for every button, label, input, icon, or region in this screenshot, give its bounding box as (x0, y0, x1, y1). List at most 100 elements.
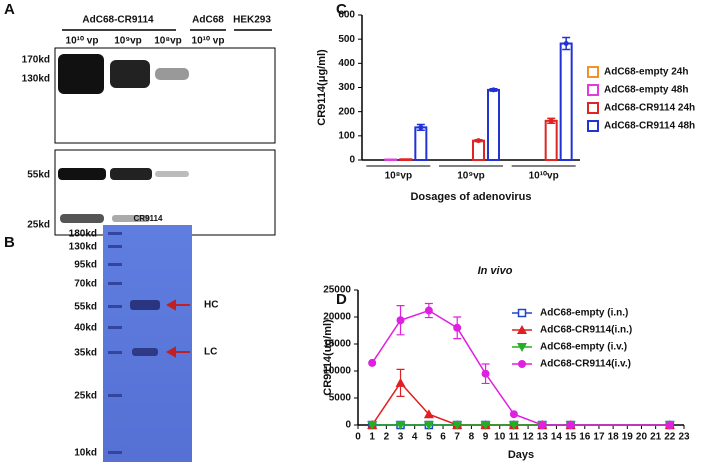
legend-swatch (587, 120, 599, 132)
x-tick-label: 23 (678, 432, 690, 443)
line (371, 381, 670, 426)
y-tick-label: 5000 (329, 393, 352, 404)
x-tick-label: 7 (454, 432, 460, 443)
marker (423, 421, 434, 430)
arrow (165, 346, 190, 358)
x-tick-label: 13 (537, 432, 549, 443)
marker-label: 55kd (27, 170, 50, 181)
x-tick-label: 21 (650, 432, 662, 443)
legend-label: AdC68-CR9114 48h (604, 121, 695, 132)
panel-label: B (4, 234, 15, 251)
bar (399, 158, 413, 161)
y-tick-label: 100 (338, 130, 355, 141)
y-tick-label: 200 (338, 106, 355, 117)
x-tick-label: 0 (355, 432, 361, 443)
legend-label: AdC68-empty 24h (604, 67, 688, 78)
chart-title: In vivo (478, 265, 513, 277)
band (112, 215, 150, 222)
y-tick-label: 15000 (323, 339, 351, 350)
bar (472, 139, 485, 162)
marker (518, 360, 526, 368)
legend-swatch (587, 102, 599, 114)
x-tick-label: 6 (440, 432, 446, 443)
gel-group: AdC68 (192, 15, 224, 26)
marker (508, 421, 519, 430)
x-tick-label: 17 (593, 432, 605, 443)
x-tick-label: 20 (636, 432, 648, 443)
y-tick-label: 300 (338, 82, 355, 93)
gel-group: HEK293 (233, 15, 271, 26)
y-tick-label: 20000 (323, 312, 351, 323)
x-tick-label: 10⁸vp (385, 171, 413, 182)
marker (395, 421, 406, 430)
marker (509, 410, 518, 419)
legend-swatch (587, 66, 599, 78)
y-tick-label: 25000 (323, 285, 351, 296)
x-tick-label: 12 (523, 432, 535, 443)
marker-label: 10kd (74, 448, 97, 459)
x-axis-title: Dosages of adenovirus (410, 191, 531, 203)
marker (481, 369, 490, 378)
x-tick-label: 10 (494, 432, 506, 443)
marker-label: 55kd (74, 302, 97, 313)
lane-label: 10¹⁰ vp (192, 36, 225, 47)
x-tick-label: 4 (412, 432, 418, 443)
x-tick-label: 3 (398, 432, 404, 443)
x-tick-label: 15 (565, 432, 577, 443)
band (130, 300, 160, 310)
bar-dot (548, 118, 554, 124)
bar (414, 126, 428, 161)
x-tick-label: 10¹⁰vp (529, 171, 559, 182)
band (155, 68, 189, 80)
marker (368, 358, 377, 367)
marker-label: 70kd (74, 279, 97, 290)
marker-label: 25kd (74, 391, 97, 402)
bar (544, 119, 558, 161)
marker (423, 409, 434, 419)
x-tick-label: 22 (664, 432, 676, 443)
x-tick-label: 8 (469, 432, 475, 443)
lane-label: 10⁹vp (114, 36, 142, 47)
bar (487, 88, 500, 161)
marker (367, 421, 378, 430)
band (110, 168, 152, 180)
marker (538, 421, 547, 429)
y-axis-title: CR9114(ug/ml) (322, 319, 334, 396)
marker-label: 130kd (22, 74, 50, 85)
y-tick-label: 0 (345, 420, 351, 431)
marker (452, 421, 463, 430)
marker-label: 35kd (74, 348, 97, 359)
y-tick-label: 600 (338, 10, 355, 21)
legend-label: AdC68-CR9114(i.v.) (540, 359, 631, 370)
x-tick-label: 16 (579, 432, 591, 443)
marker (517, 308, 527, 318)
y-tick-label: 0 (349, 155, 355, 166)
lane-label: CR9114 (134, 214, 163, 223)
band (58, 168, 106, 180)
band (60, 214, 104, 223)
y-tick-label: 500 (338, 34, 355, 45)
x-tick-label: 1 (369, 432, 375, 443)
legend-label: AdC68-empty (i.v.) (540, 342, 627, 353)
bar (559, 42, 573, 161)
lane-label: 10¹⁰ vp (66, 36, 99, 47)
x-axis-title: Days (508, 449, 534, 461)
band (110, 60, 150, 88)
ladder (108, 232, 122, 454)
marker (396, 316, 405, 325)
bar-dot (418, 124, 424, 130)
marker-label: 180kd (69, 229, 97, 240)
marker-label: 25kd (27, 220, 50, 231)
legend-label: AdC68-empty (i.n.) (540, 308, 628, 319)
marker (424, 306, 433, 315)
marker (665, 421, 674, 429)
band-label: HC (204, 300, 218, 311)
y-axis-title: CR9114(μg/ml) (316, 49, 328, 126)
band-label: LC (204, 347, 217, 358)
y-tick-label: 400 (338, 58, 355, 69)
x-tick-label: 19 (622, 432, 634, 443)
legend-label: AdC68-CR9114 24h (604, 103, 695, 114)
marker-label: 95kd (74, 260, 97, 271)
x-tick-label: 18 (608, 432, 620, 443)
